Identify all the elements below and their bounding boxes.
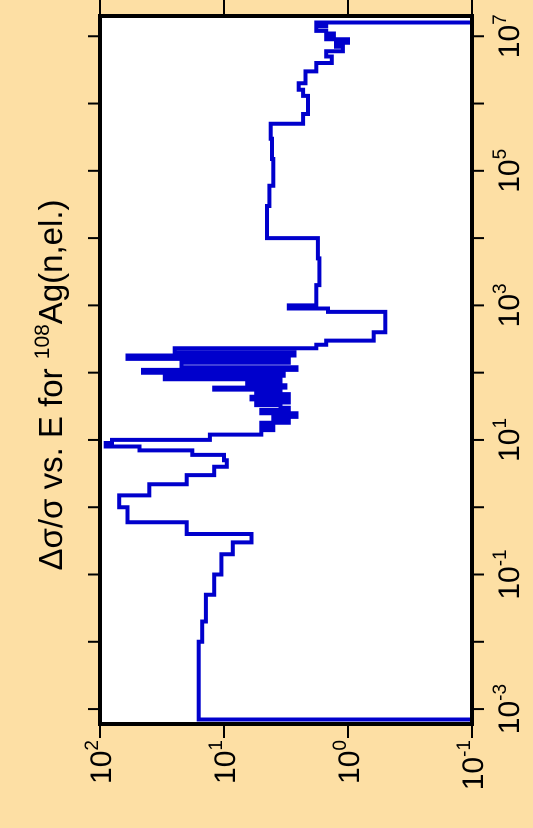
x-tick-label: 103 xyxy=(490,283,526,327)
x-tick-label-exp: 1 xyxy=(490,418,511,429)
y-tick-label: 102 xyxy=(82,740,118,784)
chart-title-sup: 108 xyxy=(31,324,54,359)
chart-title-prefix: Δσ/σ vs. E for xyxy=(32,359,69,570)
y-tick-label-exp: 0 xyxy=(330,740,351,751)
y-tick-label-base: 10 xyxy=(85,751,118,784)
y-tick-label-exp: 1 xyxy=(206,740,227,751)
x-tick-label: 10-3 xyxy=(490,684,526,734)
x-tick-label-exp: -3 xyxy=(490,684,511,701)
x-tick-label-base: 10 xyxy=(493,294,526,327)
y-tick-label-base: 10 xyxy=(333,751,366,784)
x-tick-label: 101 xyxy=(490,418,526,462)
x-tick-label-exp: -1 xyxy=(490,549,511,566)
y-tick-label: 101 xyxy=(206,740,242,784)
series-line xyxy=(103,20,472,722)
x-tick-label-base: 10 xyxy=(493,159,526,192)
x-tick-label-base: 10 xyxy=(493,566,526,599)
x-tick-label-base: 10 xyxy=(493,25,526,58)
y-tick-label: 10-1 xyxy=(454,740,490,790)
x-tick-label-exp: 7 xyxy=(490,14,511,25)
x-tick-label-exp: 3 xyxy=(490,283,511,294)
x-tick-label-base: 10 xyxy=(493,429,526,462)
x-tick-label-exp: 5 xyxy=(490,149,511,160)
y-tick-label-base: 10 xyxy=(209,751,242,784)
y-tick-label: 100 xyxy=(330,740,366,784)
x-tick-label: 105 xyxy=(490,149,526,193)
plot-frame xyxy=(98,14,474,726)
x-tick-label: 107 xyxy=(490,14,526,58)
chart-title: Δσ/σ vs. E for 108Ag(n,el.) xyxy=(31,199,69,570)
y-tick-label-base: 10 xyxy=(457,757,490,790)
y-tick-label-exp: 2 xyxy=(82,740,103,751)
chart-title-suffix: Ag(n,el.) xyxy=(32,199,69,324)
series-group xyxy=(103,20,472,722)
x-tick-label: 10-1 xyxy=(490,549,526,599)
y-tick-label-exp: -1 xyxy=(454,740,475,757)
x-tick-label-base: 10 xyxy=(493,701,526,734)
